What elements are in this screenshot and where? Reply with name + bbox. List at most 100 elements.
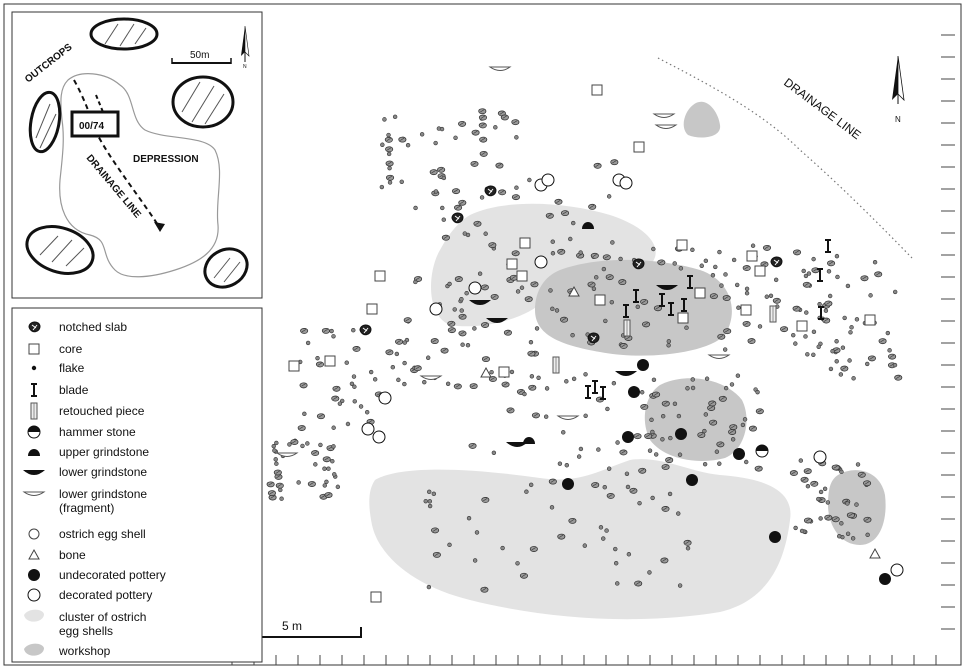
artefact-point: [351, 328, 356, 333]
artefact-point: [867, 355, 876, 362]
artefact-point: [464, 291, 469, 296]
artefact-point: [649, 417, 654, 423]
core-find: [519, 237, 531, 249]
artefact-point: [610, 240, 615, 245]
artefact-point: [399, 179, 404, 184]
artefact-point: [352, 399, 357, 404]
retouched-piece-find: [623, 319, 631, 337]
artefact-point: [811, 352, 816, 357]
artefact-point: [735, 282, 740, 288]
artefact-point: [839, 469, 844, 475]
lower-grindstone-fragment-symbol: [22, 491, 46, 496]
artefact-point: [718, 395, 727, 402]
artefact-point: [840, 345, 846, 350]
artefact-point: [798, 458, 804, 463]
artefact-point: [854, 502, 859, 507]
artefact-point: [834, 339, 839, 344]
artefact-point: [514, 185, 519, 190]
artefact-point: [398, 136, 407, 143]
artefact-point: [423, 498, 428, 504]
artefact-point: [322, 466, 327, 471]
blade-find: [681, 298, 687, 312]
artefact-point: [311, 450, 320, 457]
artefact-point: [451, 188, 461, 195]
legend-item-blade: blade: [31, 383, 89, 397]
lower-grindstone-fragment-find: [488, 66, 512, 71]
artefact-point: [278, 487, 283, 493]
artefact-point: [431, 527, 440, 534]
artefact-point: [633, 433, 642, 440]
artefact-point: [274, 440, 279, 446]
artefact-point: [857, 471, 866, 478]
artefact-point: [822, 317, 831, 324]
blade-find: [825, 239, 831, 253]
artefact-point: [315, 361, 325, 368]
artefact-point: [634, 580, 643, 587]
artefact-point: [509, 369, 515, 375]
legend-frame: [11, 307, 263, 663]
artefact-point: [704, 376, 710, 381]
artefact-point: [707, 405, 716, 411]
artefact-point: [413, 279, 418, 285]
decorated-pottery-symbol: [27, 588, 41, 602]
artefact-point: [780, 326, 789, 333]
artefact-point: [804, 310, 809, 315]
artefact-point: [801, 268, 806, 274]
artefact-point: [302, 411, 307, 417]
artefact-point: [606, 493, 615, 499]
decorated-pottery-find: [361, 422, 375, 436]
drainage-line-label: DRAINAGE LINE: [781, 75, 863, 142]
artefact-point: [531, 412, 540, 419]
artefact-point: [629, 487, 638, 494]
artefact-point: [723, 272, 728, 277]
blade-find: [687, 275, 693, 289]
artefact-point: [839, 521, 844, 526]
artefact-point: [768, 293, 774, 298]
artefact-point: [823, 308, 829, 313]
artefact-point: [481, 497, 490, 503]
artefact-point: [386, 132, 391, 138]
artefact-point: [275, 482, 284, 489]
artefact-point: [697, 432, 706, 438]
artefact-point: [493, 125, 498, 130]
artefact-point: [519, 572, 528, 579]
artefact-point: [384, 136, 393, 143]
artefact-point: [557, 461, 563, 466]
artefact-point: [337, 401, 343, 406]
artefact-point: [478, 114, 488, 121]
artefact-point: [568, 236, 573, 242]
artefact-point: [744, 286, 750, 292]
artefact-point: [447, 320, 456, 327]
artefact-point: [729, 382, 735, 387]
artefact-point: [459, 297, 464, 302]
artefact-point: [349, 381, 355, 386]
artefact-point: [791, 332, 796, 338]
artefact-point: [488, 242, 497, 249]
artefact-point: [430, 338, 439, 345]
artefact-point: [805, 352, 810, 357]
artefact-point: [803, 273, 809, 279]
bone-find: [568, 285, 580, 297]
artefact-point: [587, 281, 596, 288]
artefact-point: [511, 194, 520, 201]
site-label: 00/74: [79, 121, 104, 132]
outcrop-bottom-left: [25, 225, 95, 275]
artefact-point: [335, 484, 341, 490]
artefact-point: [344, 360, 349, 365]
legend-label: bone: [59, 548, 86, 562]
artefact-point: [453, 383, 462, 390]
blade-find: [659, 293, 665, 307]
core-find: [324, 355, 336, 367]
artefact-point: [699, 263, 704, 268]
artefact-point: [479, 195, 485, 200]
artefact-point: [387, 180, 393, 185]
artefact-point: [511, 119, 520, 126]
artefact-point: [300, 328, 309, 334]
artefact-point: [364, 410, 370, 415]
undecorated-pottery-find: [675, 428, 687, 440]
artefact-point: [458, 199, 467, 206]
flake-symbol: [31, 365, 37, 371]
artefact-point: [307, 481, 316, 487]
artefact-point: [506, 407, 515, 414]
legend: notched slab core flake blade retouched piec…: [11, 307, 263, 663]
